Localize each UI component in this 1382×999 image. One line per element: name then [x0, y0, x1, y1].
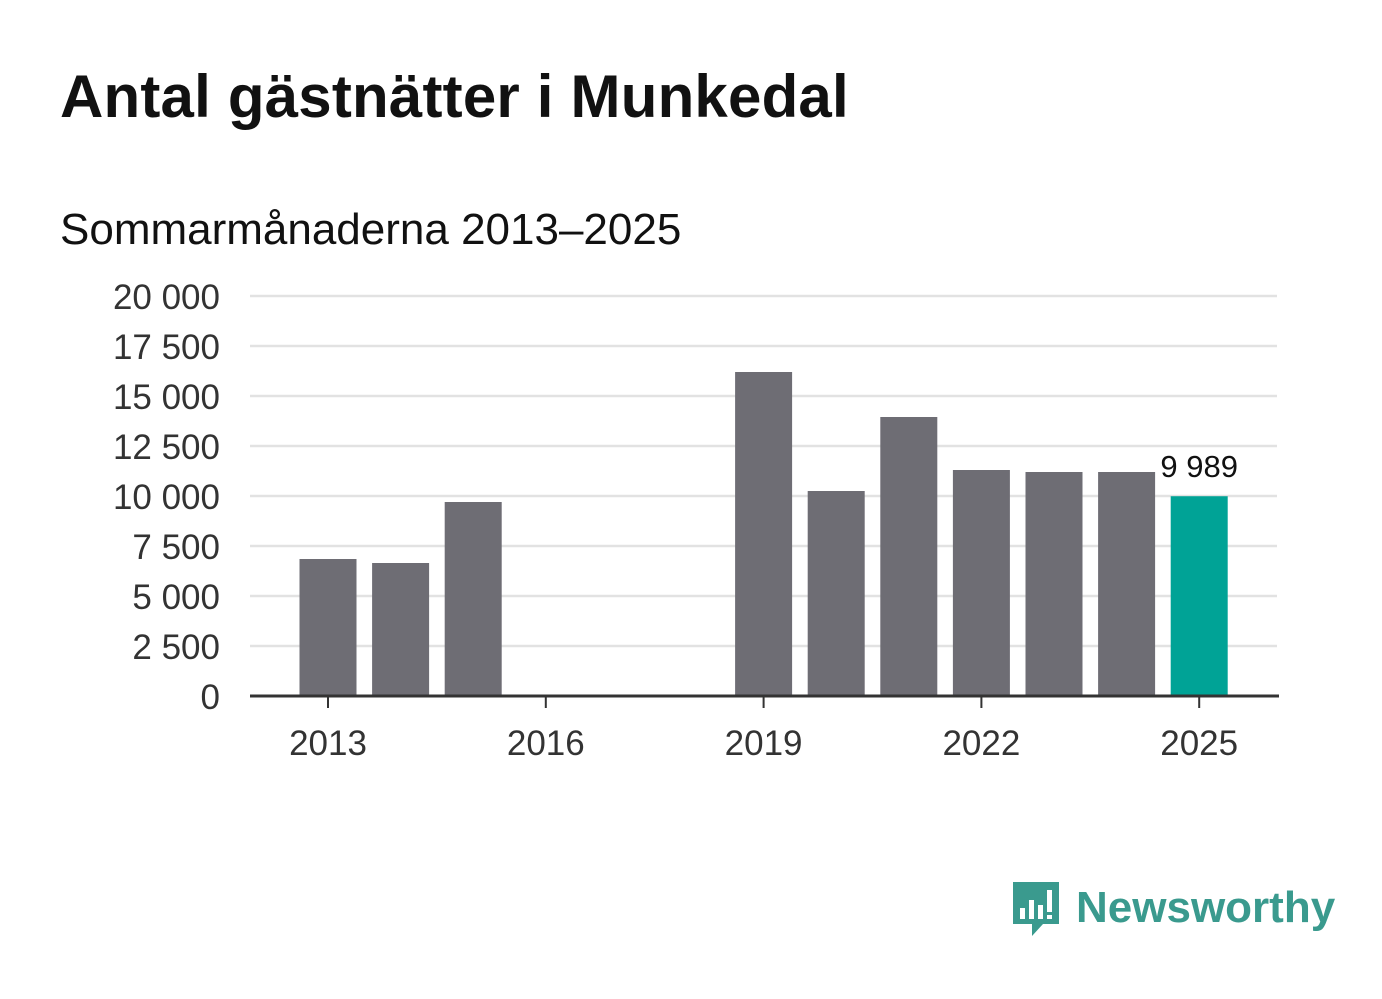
brand: Newsworthy — [1010, 878, 1335, 938]
y-tick-label: 2 500 — [132, 628, 220, 667]
bar-2019 — [735, 372, 793, 696]
y-tick-label: 7 500 — [132, 528, 220, 567]
y-tick-label: 17 500 — [113, 328, 220, 367]
x-tick-label: 2013 — [289, 724, 367, 763]
bar-2015 — [444, 502, 502, 696]
y-tick-label: 0 — [201, 678, 220, 717]
y-tick-label: 20 000 — [113, 278, 220, 317]
brand-name: Newsworthy — [1076, 883, 1336, 932]
bar-2025 — [1170, 496, 1228, 696]
x-tick-label: 2025 — [1160, 724, 1238, 763]
bar-2022 — [952, 470, 1010, 696]
bar-2020 — [807, 491, 865, 696]
chart-subtitle: Sommarmånaderna 2013–2025 — [60, 205, 682, 254]
y-tick-label: 12 500 — [113, 428, 220, 467]
bar-chart: 0 2 500 5 000 7 500 10 000 12 500 15 000 17 500… — [113, 278, 1279, 763]
data-label: 9 989 — [1160, 449, 1238, 484]
chart-title: Antal gästnätter i Munkedal — [60, 63, 849, 130]
bar-2014 — [372, 563, 430, 696]
x-tick-label: 2016 — [507, 724, 585, 763]
bar-2023 — [1025, 472, 1083, 696]
bar-2021 — [880, 417, 938, 696]
bar-2024 — [1098, 472, 1156, 696]
y-tick-label: 10 000 — [113, 478, 220, 517]
newsworthy-logo-icon — [1013, 882, 1059, 936]
x-tick-label: 2019 — [725, 724, 803, 763]
bar-2013 — [299, 559, 357, 696]
y-tick-label: 15 000 — [113, 378, 220, 417]
y-tick-label: 5 000 — [132, 578, 220, 617]
x-tick-label: 2022 — [942, 724, 1020, 763]
